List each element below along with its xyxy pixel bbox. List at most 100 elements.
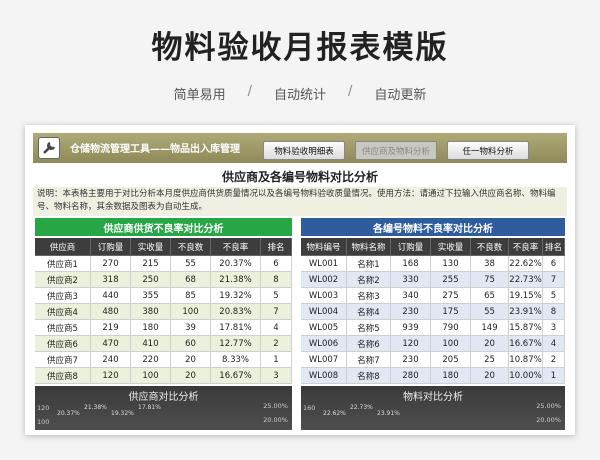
column-header: 不良率 bbox=[211, 238, 261, 256]
table-cell: 275 bbox=[431, 288, 471, 304]
table-cell: 4 bbox=[543, 336, 565, 352]
table-cell: 65 bbox=[471, 288, 509, 304]
table-cell: 供应商4 bbox=[35, 304, 91, 320]
table-cell: 6 bbox=[543, 256, 565, 272]
column-header: 实收量 bbox=[131, 238, 171, 256]
table-cell: 100 bbox=[131, 368, 171, 384]
table-cell: 175 bbox=[431, 304, 471, 320]
sheet-note: 说明：本表格主要用于对比分析本月度供应商供货质量情况以及各编号物料验收质量情况。… bbox=[33, 187, 567, 216]
nav-button[interactable]: 任一物料分析 bbox=[447, 141, 529, 160]
table-cell: 8.33% bbox=[211, 352, 261, 368]
table-cell: 20 bbox=[171, 352, 211, 368]
point-label: 17.81% bbox=[138, 404, 161, 411]
table-cell: 3 bbox=[261, 368, 292, 384]
table-cell: 380 bbox=[131, 304, 171, 320]
table-cell: 12.77% bbox=[211, 336, 261, 352]
table-cell: WL007 bbox=[301, 352, 347, 368]
table-cell: 10.00% bbox=[509, 368, 543, 384]
table-cell: 20 bbox=[471, 368, 509, 384]
table-cell: 供应商1 bbox=[35, 256, 91, 272]
table-cell: 16.67% bbox=[509, 336, 543, 352]
table-cell: 供应商2 bbox=[35, 272, 91, 288]
table-cell: 100 bbox=[431, 336, 471, 352]
y2-tick-label: 25.00% bbox=[263, 402, 288, 410]
table-cell: 39 bbox=[171, 320, 211, 336]
table-cell: 219 bbox=[91, 320, 131, 336]
column-header: 供应商 bbox=[35, 238, 91, 256]
table-cell: 2 bbox=[261, 336, 292, 352]
tagline: 简单易用 / 自动统计 / 自动更新 bbox=[0, 84, 600, 103]
table-cell: 60 bbox=[171, 336, 211, 352]
table-cell: 280 bbox=[391, 368, 431, 384]
nav-button[interactable]: 供应商及物料分析 bbox=[355, 141, 437, 160]
column-header: 实收量 bbox=[431, 238, 471, 256]
table-cell: WL004 bbox=[301, 304, 347, 320]
table-cell: 名称5 bbox=[347, 320, 391, 336]
table-cell: 230 bbox=[391, 352, 431, 368]
table-cell: 8 bbox=[261, 272, 292, 288]
table-cell: 名称3 bbox=[347, 288, 391, 304]
table-cell: 340 bbox=[391, 288, 431, 304]
table-cell: 100 bbox=[171, 304, 211, 320]
table-cell: 120 bbox=[91, 368, 131, 384]
table-cell: 230 bbox=[391, 304, 431, 320]
sheet-title: 供应商及各编号物料对比分析 bbox=[221, 170, 378, 184]
table-cell: 270 bbox=[91, 256, 131, 272]
column-header: 订购量 bbox=[391, 238, 431, 256]
table-cell: 供应商3 bbox=[35, 288, 91, 304]
tagline-item: 自动统计 bbox=[273, 88, 326, 103]
table-cell: 180 bbox=[131, 320, 171, 336]
table-cell: 供应商6 bbox=[35, 336, 91, 352]
table-cell: 5 bbox=[261, 288, 292, 304]
tagline-item: 简单易用 bbox=[173, 88, 226, 103]
table-cell: 68 bbox=[171, 272, 211, 288]
table-cell: 名称2 bbox=[347, 272, 391, 288]
table-cell: 19.15% bbox=[509, 288, 543, 304]
tool-icon bbox=[38, 137, 60, 159]
table-cell: 22.62% bbox=[509, 256, 543, 272]
table-cell: WL006 bbox=[301, 336, 347, 352]
table-cell: 1 bbox=[543, 368, 565, 384]
column-header: 不良数 bbox=[171, 238, 211, 256]
table-cell: WL005 bbox=[301, 320, 347, 336]
table-cell: 480 bbox=[91, 304, 131, 320]
y-tick-label: 100 bbox=[37, 418, 50, 426]
table-cell: 5 bbox=[543, 288, 565, 304]
table-cell: 38 bbox=[471, 256, 509, 272]
table-cell: 7 bbox=[543, 272, 565, 288]
table-cell: 供应商7 bbox=[35, 352, 91, 368]
y2-tick-label: 20.00% bbox=[536, 416, 561, 424]
table-cell: 939 bbox=[391, 320, 431, 336]
table-cell: 16.67% bbox=[211, 368, 261, 384]
table-cell: 470 bbox=[91, 336, 131, 352]
table-cell: 120 bbox=[391, 336, 431, 352]
table-cell: 168 bbox=[391, 256, 431, 272]
table-cell: 17.81% bbox=[211, 320, 261, 336]
table-cell: 20.37% bbox=[211, 256, 261, 272]
nav-button[interactable]: 物料验收明细表 bbox=[263, 141, 345, 160]
column-header: 排名 bbox=[261, 238, 292, 256]
chart-panel: 物料对比分析 160 25.00% 20.00% 22.62% 22.73% 23.91% bbox=[301, 386, 565, 430]
column-header: 订购量 bbox=[91, 238, 131, 256]
point-label: 19.32% bbox=[111, 410, 134, 417]
y2-tick-label: 25.00% bbox=[536, 402, 561, 410]
table-cell: 255 bbox=[431, 272, 471, 288]
column-header: 物料编号 bbox=[301, 238, 347, 256]
y2-tick-label: 20.00% bbox=[263, 416, 288, 424]
table-cell: 4 bbox=[261, 320, 292, 336]
table-cell: 250 bbox=[131, 272, 171, 288]
table-cell: WL002 bbox=[301, 272, 347, 288]
table-cell: 名称7 bbox=[347, 352, 391, 368]
point-label: 23.91% bbox=[377, 410, 400, 417]
separator: / bbox=[348, 84, 353, 99]
table-cell: 85 bbox=[171, 288, 211, 304]
table-cell: 240 bbox=[91, 352, 131, 368]
table-cell: 8 bbox=[543, 304, 565, 320]
table-cell: 供应商8 bbox=[35, 368, 91, 384]
table-cell: 130 bbox=[431, 256, 471, 272]
table-cell: 440 bbox=[91, 288, 131, 304]
point-label: 22.73% bbox=[350, 404, 373, 411]
table-cell: 21.38% bbox=[211, 272, 261, 288]
table-cell: 220 bbox=[131, 352, 171, 368]
